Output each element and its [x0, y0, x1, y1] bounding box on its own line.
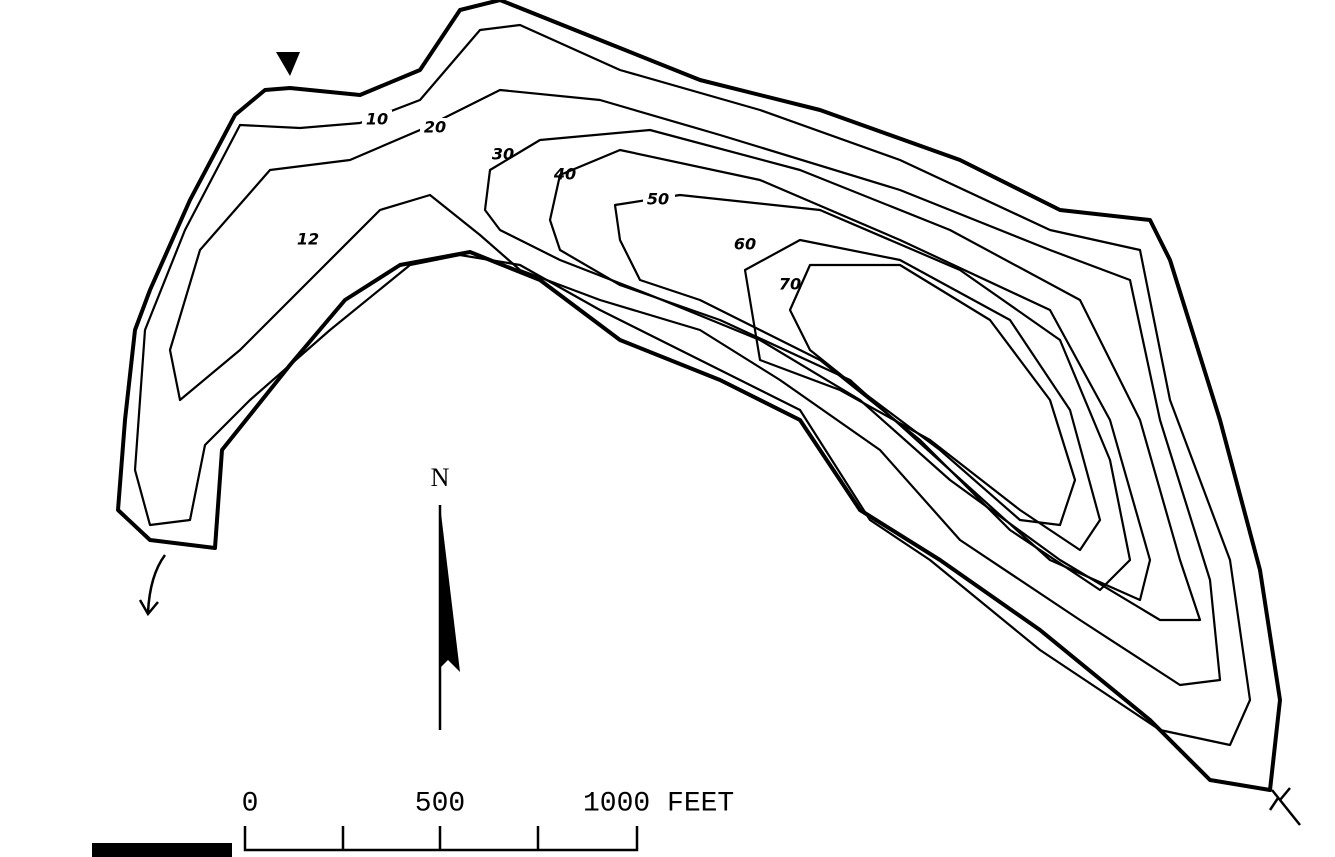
- north-arrow-head: [440, 505, 460, 672]
- scale-label: 0: [242, 788, 259, 819]
- inlet-arrow: [276, 52, 300, 76]
- contour-40: [548, 148, 1152, 602]
- contour-label: 40: [553, 165, 576, 184]
- contour-label: 10: [366, 110, 388, 129]
- contour-label: 50: [647, 190, 669, 209]
- outlet-arrow: [138, 554, 167, 617]
- scale-bar: [243, 826, 639, 852]
- outlet-arrow: [1268, 787, 1301, 826]
- label-bg: [362, 110, 392, 130]
- contour-70: [788, 263, 1077, 527]
- contour-label: 30: [492, 145, 514, 164]
- contour-label: 20: [424, 118, 446, 137]
- contour-label: 70: [779, 275, 801, 294]
- label-bg: [420, 118, 450, 138]
- contour-50: [613, 193, 1132, 592]
- contour-10: [133, 23, 1252, 747]
- label-bg: [643, 190, 675, 210]
- contour-label: 60: [734, 235, 756, 254]
- shoreline: [116, 0, 1282, 792]
- scale-block: [92, 843, 232, 857]
- north-label: N: [431, 463, 450, 492]
- scale-label: 1000 FEET: [583, 788, 734, 819]
- contour-label: 12: [297, 230, 319, 249]
- scale-label: 500: [415, 788, 465, 819]
- contour-20: [168, 88, 1222, 687]
